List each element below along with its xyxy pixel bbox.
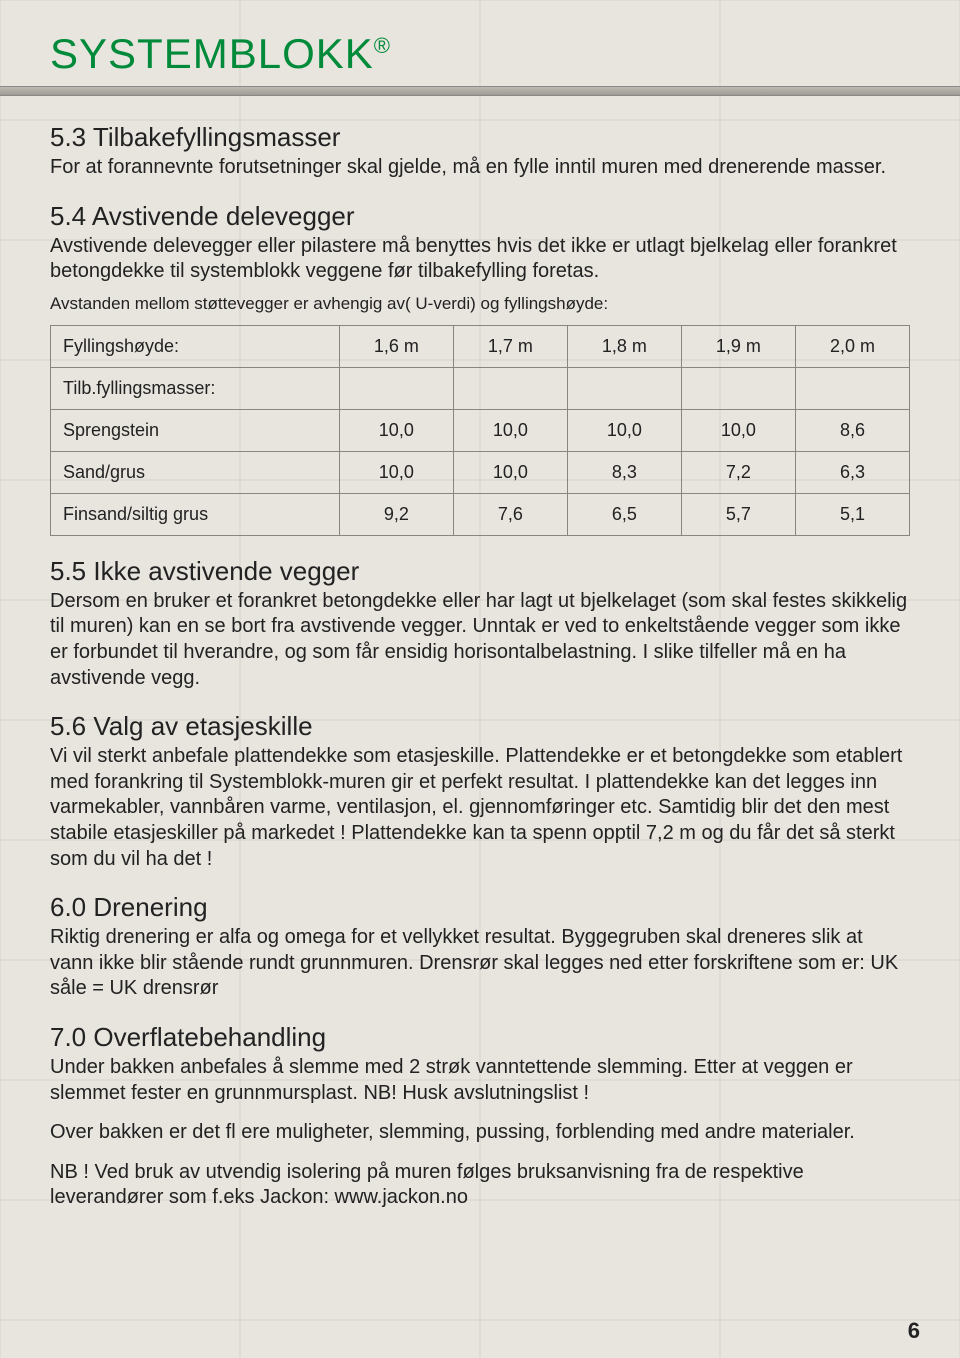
body-5-4: Avstivende delevegger eller pilastere må… [50, 234, 910, 285]
body-5-6: Vi vil sterkt anbefale plattendekke som … [50, 744, 910, 872]
heading-6-0: 6.0 Drenering [50, 892, 910, 923]
table-header-cell: 1,9 m [681, 325, 795, 367]
table-cell: 8,6 [795, 409, 909, 451]
table-cell: 6,5 [567, 493, 681, 535]
heading-5-5: 5.5 Ikke avstivende vegger [50, 556, 910, 587]
table-header-cell: 1,8 m [567, 325, 681, 367]
table-cell: Finsand/siltig grus [51, 493, 340, 535]
table-cell: 8,3 [567, 451, 681, 493]
table-cell [339, 367, 453, 409]
brand-title: SYSTEMBLOKK® [50, 30, 910, 78]
table-cell: 10,0 [567, 409, 681, 451]
note-5-4: Avstanden mellom støttevegger er avhengi… [50, 293, 910, 315]
table-cell: 7,6 [453, 493, 567, 535]
table-cell: 5,1 [795, 493, 909, 535]
table-header-cell: Fyllingshøyde: [51, 325, 340, 367]
table-row: Sand/grus 10,0 10,0 8,3 7,2 6,3 [51, 451, 910, 493]
brand-mark: ® [374, 33, 391, 58]
table-cell: Tilb.fyllingsmasser: [51, 367, 340, 409]
table-cell: 10,0 [339, 409, 453, 451]
header-divider [0, 86, 960, 96]
table-cell: Sand/grus [51, 451, 340, 493]
body-7-0-b: Over bakken er det fl ere muligheter, sl… [50, 1120, 910, 1146]
table-cell: 10,0 [339, 451, 453, 493]
table-cell [453, 367, 567, 409]
table-cell: 5,7 [681, 493, 795, 535]
fyllingshoyde-table: Fyllingshøyde: 1,6 m 1,7 m 1,8 m 1,9 m 2… [50, 325, 910, 536]
body-5-5: Dersom en bruker et forankret betongdekk… [50, 589, 910, 691]
body-7-0-c: NB ! Ved bruk av utvendig isolering på m… [50, 1160, 910, 1211]
table-cell: 6,3 [795, 451, 909, 493]
heading-5-3: 5.3 Tilbakefyllingsmasser [50, 122, 910, 153]
heading-5-4: 5.4 Avstivende delevegger [50, 201, 910, 232]
page-number: 6 [908, 1318, 920, 1344]
table-cell: 9,2 [339, 493, 453, 535]
body-7-0-a: Under bakken anbefales å slemme med 2 st… [50, 1055, 910, 1106]
table-cell: 10,0 [453, 409, 567, 451]
heading-7-0: 7.0 Overflatebehandling [50, 1022, 910, 1053]
table-cell: 10,0 [681, 409, 795, 451]
table-cell [795, 367, 909, 409]
table-row: Sprengstein 10,0 10,0 10,0 10,0 8,6 [51, 409, 910, 451]
page-content: 5.3 Tilbakefyllingsmasser For at foranne… [50, 122, 910, 1211]
table-cell: 10,0 [453, 451, 567, 493]
table-cell: Sprengstein [51, 409, 340, 451]
body-6-0: Riktig drenering er alfa og omega for et… [50, 925, 910, 1002]
table-cell [567, 367, 681, 409]
table-header-cell: 2,0 m [795, 325, 909, 367]
table-header-row: Fyllingshøyde: 1,6 m 1,7 m 1,8 m 1,9 m 2… [51, 325, 910, 367]
table-row: Finsand/siltig grus 9,2 7,6 6,5 5,7 5,1 [51, 493, 910, 535]
table-header-cell: 1,6 m [339, 325, 453, 367]
body-5-3: For at forannevnte forutsetninger skal g… [50, 155, 910, 181]
table-cell: 7,2 [681, 451, 795, 493]
brand-name: SYSTEMBLOKK [50, 30, 374, 77]
table-header-cell: 1,7 m [453, 325, 567, 367]
table-row: Tilb.fyllingsmasser: [51, 367, 910, 409]
table-cell [681, 367, 795, 409]
heading-5-6: 5.6 Valg av etasjeskille [50, 711, 910, 742]
